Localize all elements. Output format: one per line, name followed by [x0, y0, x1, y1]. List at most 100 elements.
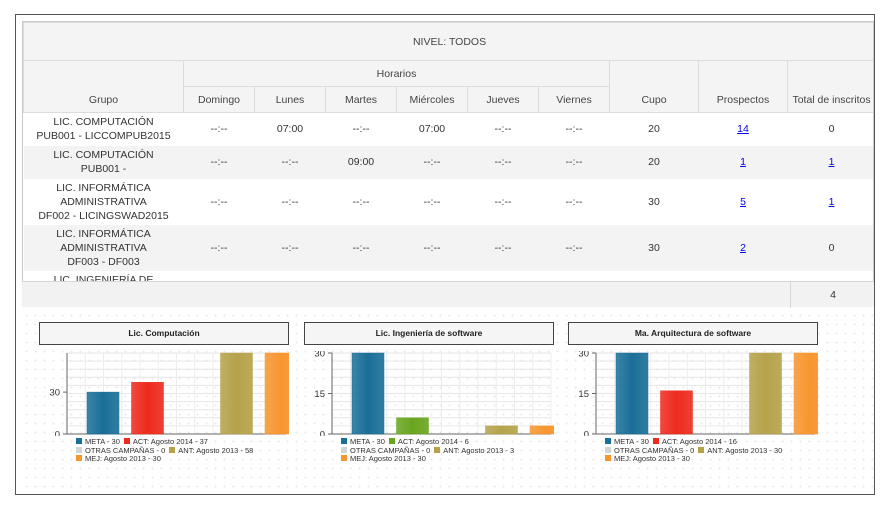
schedule-time-cell: --:--	[183, 145, 255, 179]
bar[interactable]	[749, 352, 782, 435]
legend-item: ACT: Agosto 2014 - 6	[388, 437, 469, 447]
legend-item: MEJ: Agosto 2013 - 30	[76, 454, 161, 464]
legend-swatch	[605, 455, 611, 462]
total-enrolled-column-header: Total de inscritos	[786, 60, 873, 113]
legend-label: ACT: Agosto 2014 - 16	[661, 437, 737, 446]
schedule-time-cell: --:--	[396, 145, 468, 179]
legend-row: MEJ: Agosto 2013 - 30	[605, 454, 818, 464]
chart-title: Lic. Ingeniería de software	[304, 322, 554, 345]
table-footer: 4	[22, 281, 874, 308]
bar[interactable]	[529, 425, 554, 435]
day-header: Jueves	[467, 86, 539, 113]
day-header: Domingo	[183, 86, 255, 113]
prospects-cell: 2	[698, 224, 788, 271]
legend-label: MEJ: Agosto 2013 - 30	[85, 454, 161, 463]
prospects-link[interactable]: 2	[740, 241, 746, 254]
total-enrolled-link[interactable]: 1	[828, 195, 835, 208]
prospects-link[interactable]: 1	[740, 156, 746, 168]
bar[interactable]	[660, 390, 693, 435]
group-line: ADMINISTRATIVA	[60, 195, 147, 208]
legend-item: ACT: Agosto 2014 - 37	[123, 437, 208, 447]
y-tick-label: 30	[578, 351, 589, 360]
legend-item: MEJ: Agosto 2013 - 30	[341, 454, 426, 464]
prospects-column-header: Prospectos	[698, 60, 788, 113]
total-enrolled-cell: 1	[788, 179, 874, 225]
group-line: PUB001 -	[80, 163, 127, 175]
legend-item: ANT: Agosto 2013 - 3	[434, 445, 515, 456]
schedule-time-cell: --:--	[538, 224, 610, 271]
total-enrolled-cell: 0	[787, 224, 873, 271]
prospects-link[interactable]: 14	[737, 123, 749, 136]
group-line: LIC. INFORMÁTICA	[56, 227, 151, 240]
table-row: LIC. INFORMÁTICA ADMINISTRATIVA DF003 - DF…	[23, 224, 873, 271]
legend-label: ANT: Agosto 2013 - 58	[178, 445, 254, 455]
capacity-cell: 20	[609, 145, 699, 179]
y-tick-label: 30	[314, 351, 325, 360]
group-column-header: Grupo	[23, 60, 184, 113]
schedule-time-cell: --:--	[494, 195, 512, 208]
capacity-column-header: Cupo	[609, 60, 699, 113]
schedule-time-cell: --:--	[210, 195, 228, 208]
bar[interactable]	[264, 352, 289, 435]
bar[interactable]	[793, 352, 818, 435]
chart-lic-computacion: Lic. Computación 0 30 META - 30 ACT: Agosto …	[39, 311, 289, 486]
legend-label: OTRAS CAMPAÑAS - 0	[350, 445, 431, 455]
legend-swatch	[76, 455, 82, 462]
bar[interactable]	[351, 352, 385, 435]
table-row: LIC. COMPUTACIÓN PUB001 - --:-- --:-- 09:00-…	[23, 145, 873, 179]
total-enrolled-link[interactable]: 1	[828, 156, 835, 168]
group-cell: LIC. COMPUTACIÓN PUB001 - LICCOMPUB2015	[24, 113, 184, 146]
legend-swatch	[698, 446, 705, 453]
legend-item: OTRAS CAMPAÑAS - 0	[605, 445, 695, 456]
schedule-time-cell: --:--	[281, 195, 299, 208]
schedule-table-container[interactable]: NIVEL: TODOS Grupo Horarios Cupo Prospec…	[22, 21, 874, 307]
bar[interactable]	[220, 352, 253, 435]
group-line: DF003 - DF003	[67, 255, 140, 268]
y-tick-label: 0	[55, 430, 60, 437]
legend-item: OTRAS CAMPAÑAS - 0	[76, 446, 165, 456]
legend-swatch	[123, 438, 130, 445]
legend-label: ACT: Agosto 2014 - 37	[132, 437, 208, 446]
legend-row: META - 30 ACT: Agosto 2014 - 6	[341, 437, 554, 447]
bar-chart-plot: 0 30	[49, 352, 289, 437]
group-line: PUB001 - LICCOMPUB2015	[36, 130, 171, 143]
group-line: LIC. INFORMÁTICA	[56, 181, 151, 194]
footer-total-enrolled: 4	[790, 282, 874, 308]
legend-row: META - 30 ACT: Agosto 2014 - 16	[605, 437, 818, 447]
legend-label: META - 30	[614, 437, 649, 446]
bar[interactable]	[615, 352, 649, 435]
capacity-cell: 20	[648, 123, 660, 136]
schedule-time-cell: --:--	[467, 145, 539, 179]
legend-item: META - 30	[341, 437, 385, 447]
legend-label: OTRAS CAMPAÑAS - 0	[614, 445, 695, 455]
schedule-time-cell: --:--	[352, 195, 370, 208]
legend-label: META - 30	[350, 437, 385, 446]
prospects-cell: 5	[699, 179, 788, 225]
schedule-time-cell: --:--	[467, 224, 539, 271]
y-tick-label: 15	[578, 389, 589, 400]
y-tick-label: 15	[314, 389, 325, 400]
prospects-link[interactable]: 5	[740, 195, 746, 208]
bar[interactable]	[485, 425, 518, 435]
group-cell: LIC. INFORMÁTICA ADMINISTRATIVA DF003 - DF…	[23, 224, 184, 271]
schedules-header: Horarios	[183, 60, 610, 87]
group-line: ADMINISTRATIVA	[60, 241, 147, 254]
bar[interactable]	[86, 391, 120, 435]
bar-chart-plot: 0 15 30	[314, 351, 554, 436]
prospects-cell: 14	[699, 113, 788, 146]
legend-item: META - 30	[76, 437, 120, 447]
group-cell: LIC. COMPUTACIÓN PUB001 -	[23, 145, 184, 179]
legend-row: MEJ: Agosto 2013 - 30	[76, 454, 289, 464]
schedule-time-cell: 07:00	[276, 123, 304, 136]
legend-swatch	[605, 446, 611, 453]
legend-swatch	[341, 438, 347, 445]
legend-label: ANT: Agosto 2013 - 30	[707, 445, 783, 455]
legend-label: ANT: Agosto 2013 - 3	[443, 445, 515, 455]
legend-item: ANT: Agosto 2013 - 58	[169, 445, 254, 456]
bar[interactable]	[396, 417, 429, 435]
bar[interactable]	[131, 382, 164, 435]
legend-swatch	[341, 455, 347, 462]
legend-swatch	[434, 446, 441, 453]
schedule-time-cell: --:--	[352, 123, 370, 136]
legend-label: META - 30	[85, 437, 120, 446]
